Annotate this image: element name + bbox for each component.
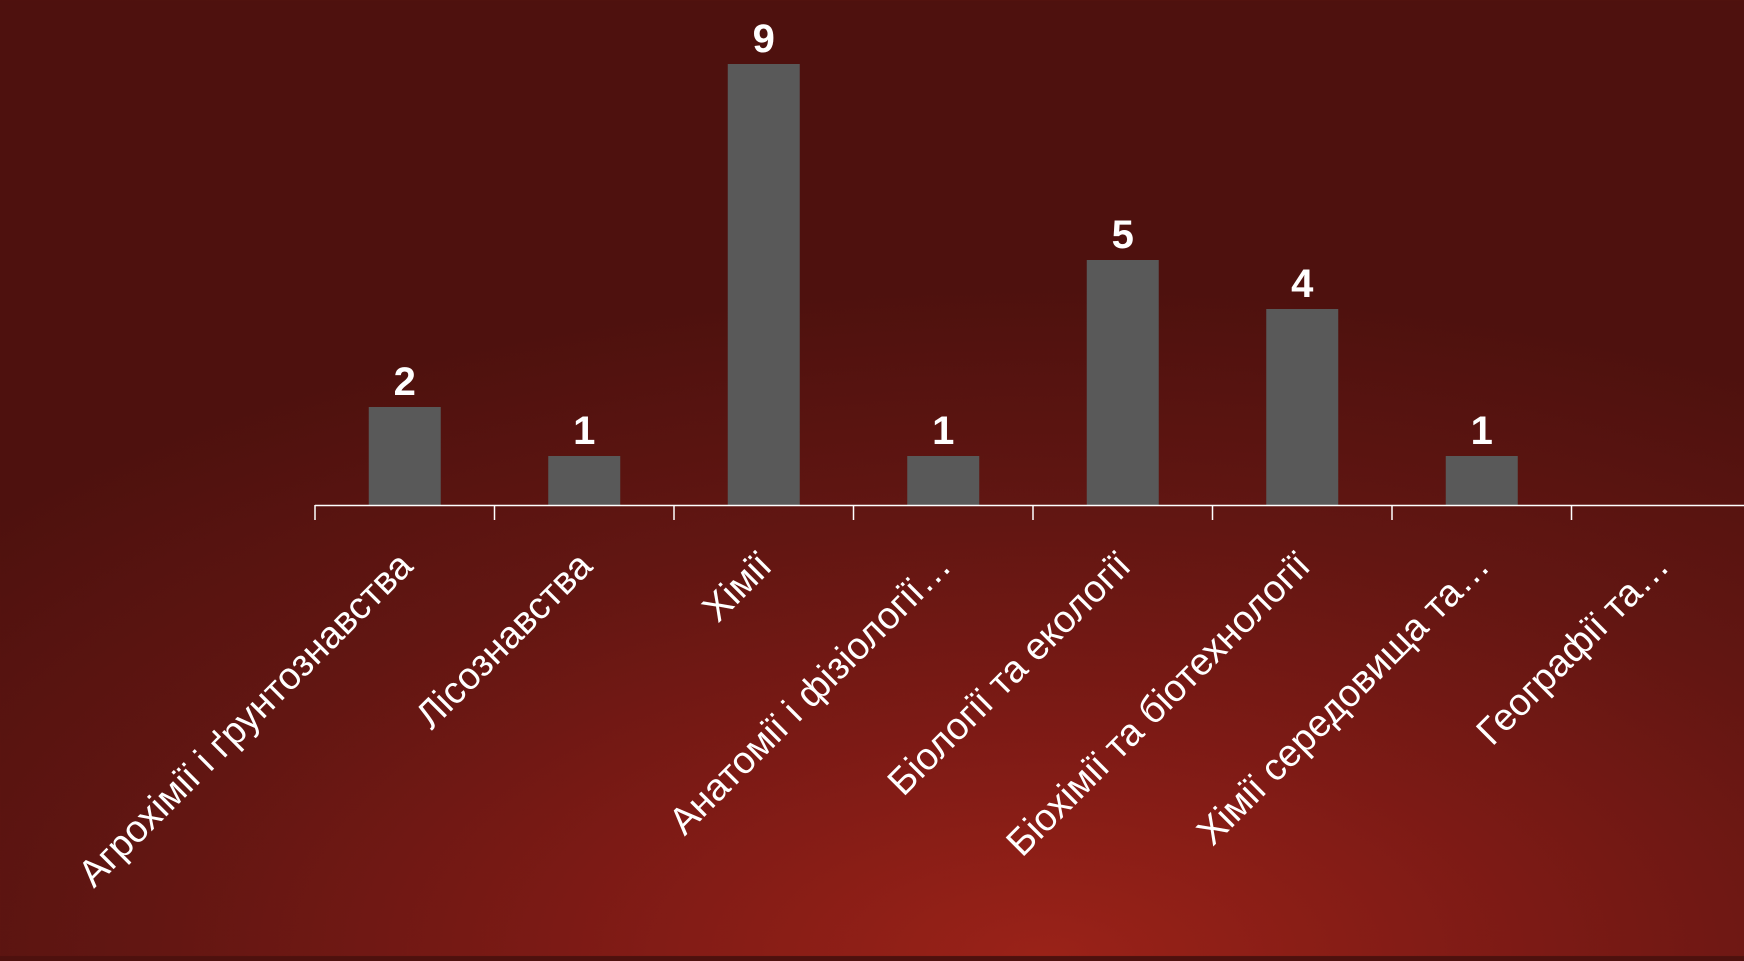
data-label: 2 — [394, 360, 416, 404]
data-label: 4 — [1291, 262, 1314, 306]
category-label: Географії та… — [1469, 545, 1678, 754]
category-label: Агрохімії і ґрунтознавства — [71, 544, 422, 895]
bar — [548, 456, 620, 505]
bar — [907, 456, 979, 505]
category-label: Хімії — [695, 544, 781, 630]
bar — [1266, 309, 1338, 505]
data-label: 1 — [573, 409, 595, 453]
data-label: 1 — [1471, 409, 1493, 453]
category-label: Біохімії та біотехнології — [999, 544, 1319, 864]
category-label: Хімії середовища та… — [1189, 545, 1498, 854]
data-label: 5 — [1112, 213, 1134, 257]
bar — [728, 64, 800, 505]
data-label: 1 — [932, 409, 954, 453]
bar — [1087, 260, 1159, 505]
category-label: Лісознавства — [408, 544, 601, 737]
bar — [369, 407, 441, 505]
x-axis — [315, 505, 1744, 520]
data-label: 9 — [753, 17, 775, 61]
bar — [1446, 456, 1518, 505]
